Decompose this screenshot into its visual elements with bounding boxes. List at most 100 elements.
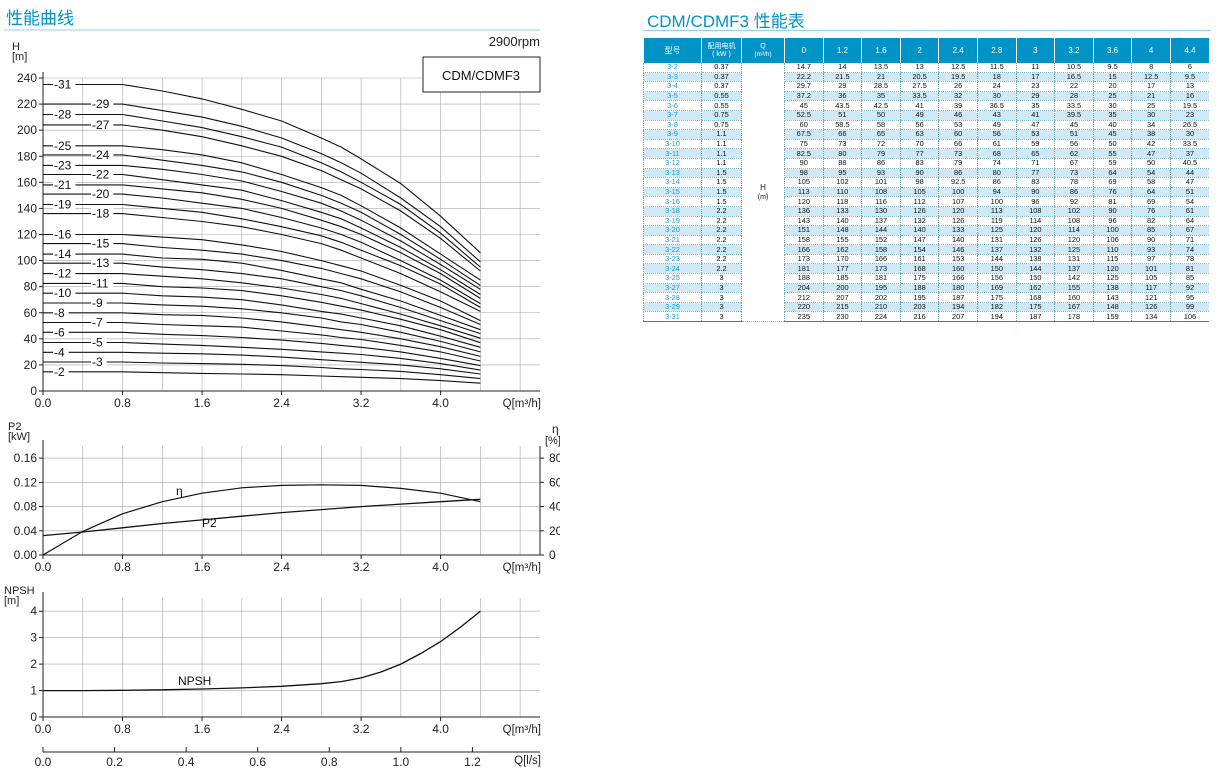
row-head-value: 13.5 — [861, 63, 901, 73]
table-row: 3-15 1.5 113 110 108 105 100 94 90 86 76 64 51 — [643, 187, 1210, 198]
row-model: 3-14 — [643, 177, 702, 188]
head-curve-label: -11 — [92, 276, 109, 290]
y2-tick-label: 0 — [549, 548, 556, 562]
row-head-value: 16.5 — [1054, 72, 1094, 83]
head-curve — [43, 331, 481, 367]
row-head-value: 81 — [1092, 196, 1132, 207]
row-head-value: 140 — [822, 216, 862, 227]
table-body: 3-2 0.37 H (m) 14.7 14 13.5 13 12.5 11.5 11 10.5 9.5… — [643, 63, 1210, 323]
row-head-value: 51 — [822, 110, 862, 121]
table-row: 3-14 1.5 105 102 101 98 92.5 86 83 78 69 58 47 — [643, 177, 1210, 188]
head-curve-label: -31 — [54, 78, 72, 92]
header-motor-unit: ( kW ) — [712, 50, 731, 58]
row-head-value: 92 — [1169, 283, 1210, 294]
row-head-value: 224 — [861, 311, 901, 323]
row-head-value: 110 — [1092, 244, 1132, 255]
row-head-value: 185 — [822, 273, 862, 284]
head-curve — [43, 83, 481, 254]
row-head-value: 65 — [1015, 148, 1055, 159]
row-motor-power: 2.2 — [701, 254, 742, 265]
row-head-value: 10.5 — [1054, 63, 1094, 73]
head-curve — [43, 213, 481, 312]
y-tick-label: 140 — [17, 201, 37, 215]
head-curve — [43, 341, 481, 371]
row-head-value: 92.5 — [938, 177, 978, 188]
head-curve-label-bg — [53, 346, 69, 358]
y-tick-label: 60 — [24, 306, 38, 320]
y-axis-unit: [m] — [4, 595, 19, 607]
row-head-value: 161 — [899, 254, 939, 265]
row-head-value: 98 — [784, 168, 824, 179]
head-curve — [43, 164, 481, 290]
row-head-value: 30 — [1169, 129, 1210, 140]
row-head-value: 146 — [938, 244, 978, 255]
row-head-value: 136 — [784, 206, 824, 217]
head-curve-label-bg — [91, 237, 114, 249]
row-head-value: 140 — [899, 225, 939, 236]
row-head-value: 47 — [1169, 177, 1210, 188]
row-head-value: 36 — [822, 91, 862, 102]
row-head-value: 216 — [899, 311, 939, 323]
row-head-value: 59 — [1015, 139, 1055, 150]
head-curve-label-bg — [91, 188, 114, 200]
head-curve — [43, 243, 481, 326]
power-curve — [42, 498, 481, 537]
head-curve-label: -27 — [92, 118, 110, 132]
row-head-value: 63 — [899, 129, 939, 140]
row-head-value: 195 — [899, 292, 939, 303]
table-row: 3-21 2.2 158 155 152 147 140 131 126 120 106 90 71 — [643, 235, 1210, 246]
row-head-value: 42 — [1131, 139, 1171, 150]
table-row: 3-7 0.75 52.5 51 50 49 46 43 41 39.5 35 30 23 — [643, 110, 1210, 121]
table-row: 3-11 1.1 82.5 80 79 77 73 68 65 62 55 47 37 — [643, 148, 1210, 159]
head-curve-label: -12 — [54, 267, 72, 281]
table-row: 3-9 1.1 67.5 66 65 63 60 56 53 51 45 38 30 — [643, 129, 1210, 140]
head-curve-label: -28 — [54, 108, 72, 122]
row-head-value: 19.5 — [938, 72, 978, 83]
power-chart-axes: 0.00 0.04 0.08 0.12 0.16 0.0 0.8 1.6 2.4 3.2 4.0 Q[… — [8, 421, 560, 574]
row-head-value: 53 — [938, 120, 978, 131]
row-model: 3-7 — [643, 110, 702, 121]
row-head-value: 125 — [1054, 244, 1094, 255]
y-axis-label: NPSH — [4, 585, 35, 597]
head-curve-label-bg — [91, 336, 107, 348]
row-head-value: 17 — [1015, 72, 1055, 83]
row-head-value: 130 — [861, 206, 901, 217]
x-tick-label: 2.4 — [273, 722, 290, 736]
row-head-value: 105 — [784, 177, 824, 188]
row-head-value: 49 — [899, 110, 939, 121]
row-head-value: 175 — [1015, 302, 1055, 313]
row-head-value: 173 — [784, 254, 824, 265]
row-head-value: 60 — [784, 120, 824, 131]
row-model: 3-25 — [643, 273, 702, 284]
row-model: 3-22 — [643, 244, 702, 255]
row-head-value: 8 — [1131, 63, 1171, 73]
row-model: 3-9 — [643, 129, 702, 140]
row-head-value: 45 — [1054, 120, 1094, 131]
head-curve-label: -6 — [54, 325, 65, 339]
row-head-value: 158 — [784, 235, 824, 246]
row-head-value: 12.5 — [1131, 72, 1171, 83]
row-motor-power: 2.2 — [701, 216, 742, 227]
x-tick-label: 0.0 — [35, 560, 52, 574]
head-curve-label-bg — [91, 356, 107, 368]
power-efficiency-chart: 0.00 0.04 0.08 0.12 0.16 0.0 0.8 1.6 2.4 3.2 4.0 Q[… — [8, 421, 560, 574]
row-head-value: 90 — [1092, 206, 1132, 217]
row-head-value: 99 — [1169, 302, 1210, 313]
row-head-value: 144 — [861, 225, 901, 236]
head-curve — [43, 184, 481, 299]
row-head-value: 67 — [1169, 225, 1210, 236]
head-curve-label: -16 — [54, 228, 72, 242]
row-head-value: 175 — [899, 273, 939, 284]
row-head-value: 181 — [861, 273, 901, 284]
row-head-value: 9.5 — [1169, 72, 1210, 83]
row-head-value: 68 — [976, 148, 1017, 159]
head-unit-cell: H (m) — [741, 63, 785, 323]
row-head-value: 144 — [976, 254, 1017, 265]
row-model: 3-18 — [643, 206, 702, 217]
performance-curves: 性能曲线 2900rpm 020406080100120140160180200… — [4, 9, 560, 769]
row-head-value: 14 — [822, 63, 862, 73]
head-chart: 0 20 40 60 80 100 120 140 160 180 200 220 240 0.0 0.8 1… — [12, 41, 541, 410]
row-head-value: 93 — [1131, 244, 1171, 255]
head-curve-label-bg — [91, 148, 114, 160]
head-curve-label: -5 — [92, 335, 103, 349]
